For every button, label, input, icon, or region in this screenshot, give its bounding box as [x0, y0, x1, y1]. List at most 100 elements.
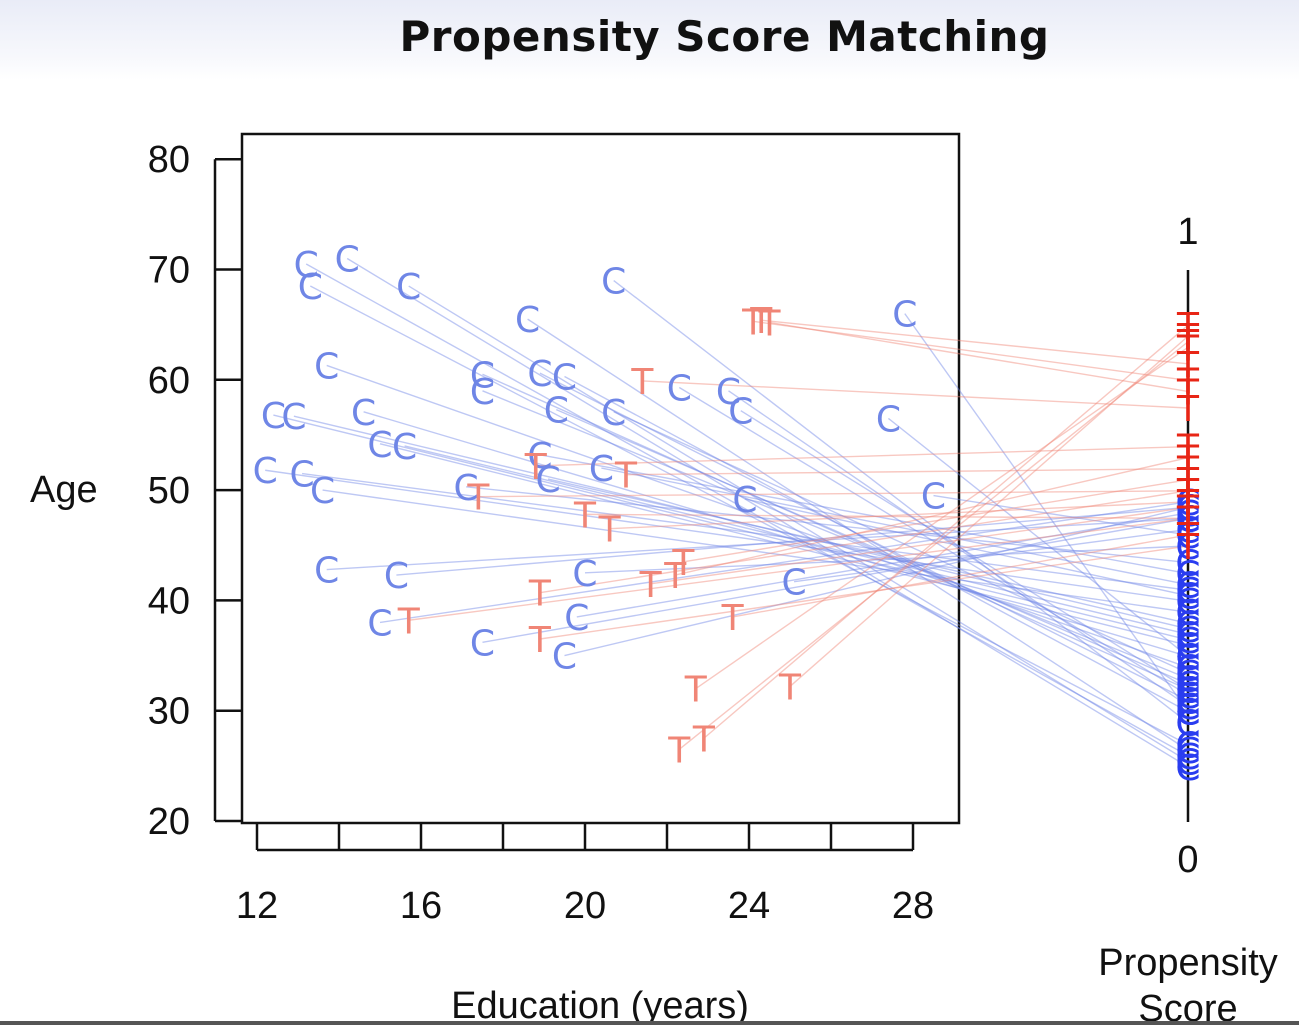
control-propensity-marker: C	[1175, 637, 1200, 678]
control-propensity-marker: C	[1175, 499, 1200, 540]
treated-link-line	[609, 501, 1189, 530]
treated-link-line	[703, 324, 1189, 739]
control-link-line	[904, 313, 1189, 713]
control-link-line	[293, 415, 1189, 630]
control-point-marker: C	[290, 455, 315, 496]
control-propensity-marker: C	[1175, 488, 1200, 529]
y-tick-label: 60	[148, 360, 190, 402]
treated-propensity-marker: T	[1176, 450, 1200, 491]
treated-propensity-marker: T	[1176, 428, 1200, 469]
treated-propensity-marker: T	[1176, 499, 1200, 540]
treated-link-line	[584, 513, 1189, 520]
treated-propensity-marker: T	[1176, 372, 1200, 413]
treated-link-line	[535, 445, 1189, 467]
control-propensity-marker: C	[1175, 671, 1200, 712]
control-propensity-marker: C	[1175, 499, 1200, 540]
treated-point-marker: T	[721, 598, 745, 639]
control-propensity-marker: C	[1175, 704, 1200, 745]
control-link-line	[564, 506, 1189, 657]
control-propensity-marker: C	[1175, 555, 1200, 596]
control-point-marker: C	[544, 391, 569, 432]
treated-link-line	[753, 320, 1189, 382]
control-point-marker: C	[536, 460, 561, 501]
control-link-line	[305, 263, 1189, 757]
control-link-line	[363, 411, 1189, 658]
window-bottom-edge	[0, 1021, 1299, 1025]
control-point-marker: C	[572, 554, 597, 595]
control-point-marker: C	[876, 399, 901, 440]
control-point-marker: C	[564, 598, 589, 639]
treated-link-line	[695, 346, 1189, 690]
treated-link-line	[539, 545, 1189, 640]
treated-point-marker: T	[573, 495, 597, 536]
treated-propensity-marker: T	[1176, 527, 1200, 568]
control-propensity-marker: C	[1175, 615, 1200, 656]
treated-propensity-marker: T	[1176, 439, 1200, 480]
control-point-marker: C	[298, 267, 323, 308]
control-propensity-marker: C	[1175, 682, 1200, 723]
control-link-line	[326, 364, 1189, 669]
control-point-marker: C	[314, 346, 339, 387]
treated-point-marker: T	[466, 478, 490, 519]
control-point-marker: C	[892, 295, 917, 336]
treated-link-line	[650, 506, 1189, 585]
control-link-line	[302, 472, 1189, 591]
control-link-line	[466, 486, 1189, 564]
treated-propensity-marker: T	[1176, 516, 1200, 557]
control-link-line	[728, 390, 1189, 707]
control-propensity-marker: C	[1175, 604, 1200, 645]
control-link-line	[744, 498, 1189, 597]
treated-point-marker: T	[598, 510, 622, 551]
control-point-marker: C	[314, 551, 339, 592]
control-propensity-marker: C	[1175, 637, 1200, 678]
slide-header-band	[0, 0, 1299, 80]
control-link-line	[482, 517, 1189, 644]
control-point-marker: C	[470, 355, 495, 396]
treated-propensity-marker: T	[1176, 488, 1200, 529]
control-propensity-marker: C	[1175, 610, 1200, 651]
control-point-marker: C	[515, 300, 540, 341]
control-link-line	[408, 285, 1189, 762]
control-link-line	[482, 373, 1189, 691]
treated-propensity-marker: T	[1176, 389, 1200, 430]
control-propensity-marker: C	[1175, 654, 1200, 695]
control-link-line	[539, 454, 1189, 575]
control-link-line	[576, 512, 1189, 618]
y-axis-title: Age	[30, 469, 98, 511]
treated-point-marker: T	[397, 601, 421, 642]
control-propensity-marker: C	[1175, 693, 1200, 734]
control-propensity-marker: C	[1175, 626, 1200, 667]
control-point-marker: C	[454, 468, 479, 509]
treated-link-line	[642, 380, 1189, 409]
control-link-line	[322, 489, 1189, 613]
control-link-line	[556, 408, 1189, 685]
control-propensity-marker: C	[1175, 742, 1200, 783]
treated-point-marker: T	[639, 565, 663, 606]
control-point-marker: C	[253, 451, 278, 492]
control-link-line	[887, 417, 1189, 657]
propensity-min-label: 0	[1177, 839, 1198, 881]
control-point-marker: C	[351, 393, 376, 434]
control-link-line	[601, 467, 1189, 586]
control-point-marker: C	[294, 245, 319, 286]
control-point-marker: C	[732, 480, 757, 521]
control-propensity-marker: C	[1175, 582, 1200, 623]
control-point-marker: C	[552, 637, 577, 678]
treated-propensity-marker: T	[1176, 499, 1200, 540]
treated-point-marker: T	[749, 301, 773, 342]
control-link-line	[309, 285, 1189, 746]
control-point-marker: C	[601, 262, 626, 303]
control-point-marker: C	[261, 396, 286, 437]
control-link-line	[379, 443, 1189, 647]
treated-propensity-marker: T	[1176, 472, 1200, 513]
propensity-axis-title: Propensity Score	[1098, 942, 1278, 1025]
control-point-marker: C	[589, 449, 614, 490]
control-link-line	[678, 386, 1189, 696]
treated-link-line	[539, 490, 1189, 594]
treated-link-line	[408, 517, 1189, 621]
control-propensity-marker: C	[1175, 527, 1200, 568]
control-link-line	[564, 375, 1189, 713]
treated-link-line	[478, 490, 1189, 498]
control-link-line	[326, 517, 1189, 571]
